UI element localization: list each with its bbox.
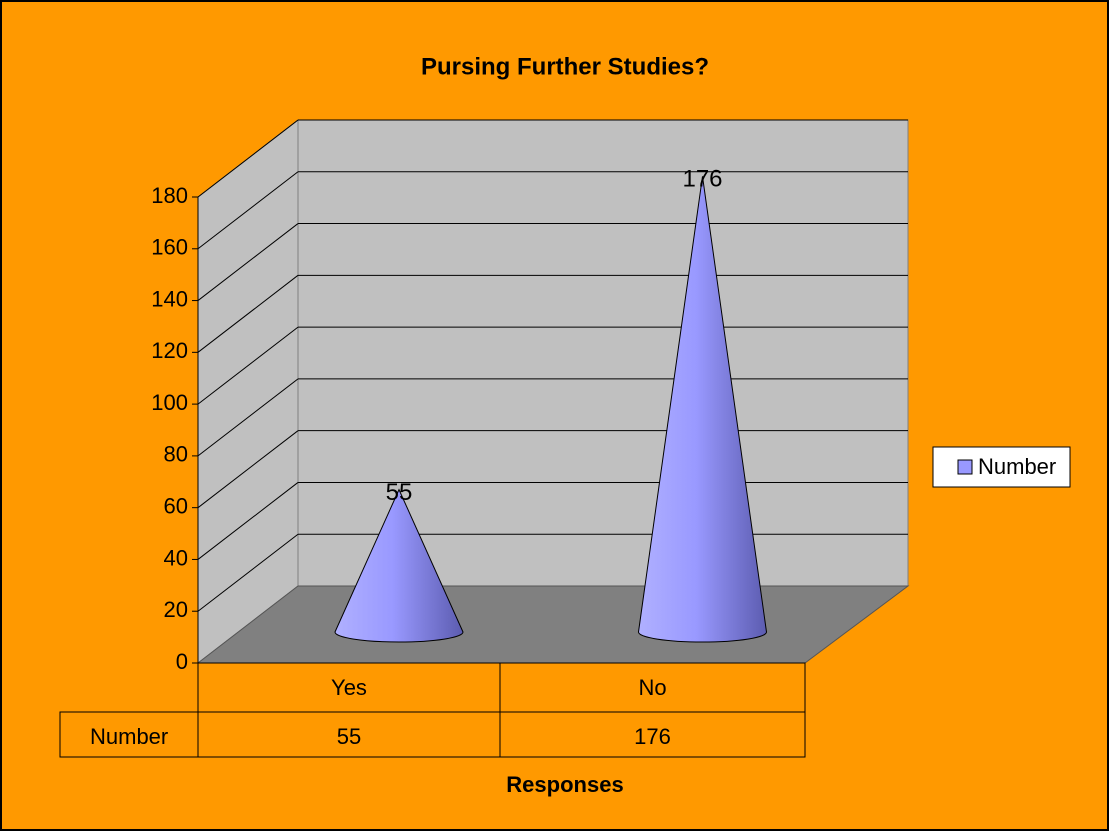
x-axis-title: Responses — [506, 772, 623, 797]
y-tick-label: 40 — [164, 545, 188, 570]
y-tick-label: 160 — [151, 235, 188, 260]
grid-line — [197, 482, 299, 560]
grid-line — [197, 378, 299, 457]
table-value-row — [59, 711, 806, 758]
cone — [334, 488, 464, 643]
table-value: 176 — [634, 724, 671, 749]
y-tick-label: 100 — [151, 390, 188, 415]
y-tick-label: 140 — [151, 286, 188, 311]
table-row-label: Number — [90, 724, 168, 749]
data-label: 176 — [682, 166, 722, 193]
legend-swatch — [957, 459, 973, 475]
y-tick-label: 60 — [164, 493, 188, 518]
grid-line — [197, 171, 299, 250]
legend — [932, 446, 1071, 488]
y-tick-label: 0 — [176, 649, 188, 674]
floor — [196, 585, 910, 664]
chart-title: Pursing Further Studies? — [421, 53, 709, 80]
grid-line — [197, 274, 299, 353]
y-tick-label: 80 — [164, 442, 188, 467]
table-value: 55 — [337, 724, 361, 749]
grid-line — [197, 430, 299, 509]
legend-label: Number — [978, 454, 1056, 479]
x-tick-label: No — [638, 675, 666, 700]
x-tick-label: Yes — [331, 675, 367, 700]
grid-line — [197, 533, 299, 612]
y-tick-label: 120 — [151, 338, 188, 363]
grid-line — [197, 223, 299, 301]
data-label: 55 — [386, 479, 413, 506]
y-tick-label: 180 — [151, 183, 188, 208]
grid-line — [197, 326, 299, 405]
grid-line — [197, 119, 299, 198]
y-tick-label: 20 — [164, 597, 188, 622]
side-wall — [197, 118, 299, 665]
cone — [637, 176, 768, 643]
